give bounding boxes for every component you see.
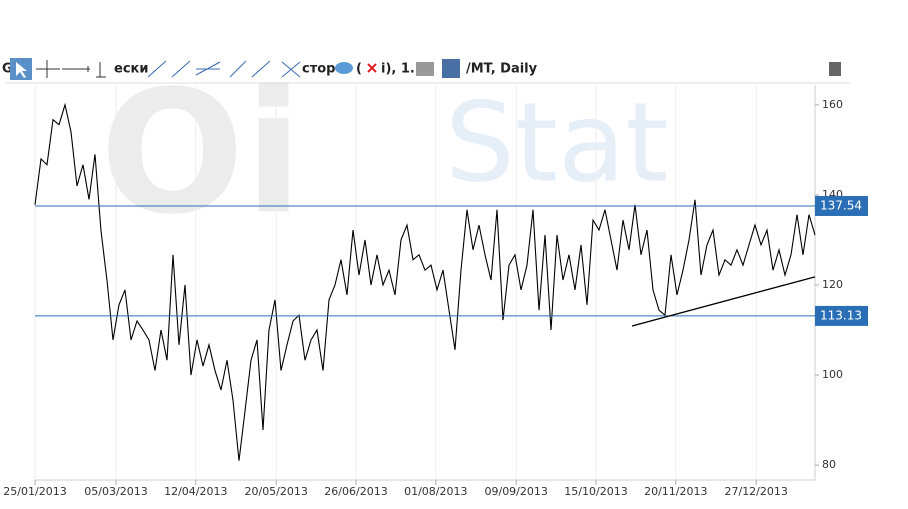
toolbar-text: ески [114, 62, 148, 77]
price-line [34, 102, 816, 461]
toolbar-text: i), 1. [381, 62, 415, 77]
toolbar-text: стор [302, 62, 335, 77]
y-tick-label: 120 [822, 278, 843, 291]
x-tick-label: 05/03/2013 [84, 485, 147, 498]
drawing-tools[interactable] [147, 60, 301, 78]
delete-tool[interactable] [367, 63, 377, 73]
pointer-icon [16, 62, 27, 78]
level-box [815, 195, 868, 216]
level-box [815, 305, 868, 326]
x-tick-label: 09/09/2013 [484, 485, 547, 498]
x-tick-label: 20/11/2013 [644, 485, 707, 498]
trash-tool[interactable] [829, 62, 841, 76]
comment-tool[interactable] [335, 62, 353, 74]
toolbar: G ески стор ( i), 1. /MT, Daily [2, 56, 850, 84]
print-tool[interactable] [416, 62, 434, 76]
save-tool[interactable] [442, 59, 460, 78]
level-label: 113.13 [820, 308, 862, 322]
toolbar-text: /MT, Daily [466, 62, 538, 77]
watermark-stat: Stat [445, 78, 669, 206]
y-tick-label: 100 [822, 368, 843, 381]
x-tick-label: 25/01/2013 [3, 485, 66, 498]
toolbar-text: G [2, 62, 13, 77]
x-tick-label: 26/06/2013 [324, 485, 387, 498]
x-tick-label: 20/05/2013 [244, 485, 307, 498]
x-tick-label: 12/04/2013 [164, 485, 227, 498]
watermark-oil: Oi [100, 54, 303, 252]
y-tick-label: 160 [822, 98, 843, 111]
x-tick-label: 15/10/2013 [564, 485, 627, 498]
x-tick-label: 01/08/2013 [404, 485, 467, 498]
line-tools[interactable] [36, 60, 106, 78]
level-label: 137.54 [820, 198, 862, 212]
y-tick-label: 80 [822, 458, 836, 471]
watermark: Oi Stat [100, 54, 669, 252]
toolbar-text: ( [356, 62, 362, 77]
x-tick-label: 27/12/2013 [724, 485, 787, 498]
trend-line [631, 276, 816, 327]
